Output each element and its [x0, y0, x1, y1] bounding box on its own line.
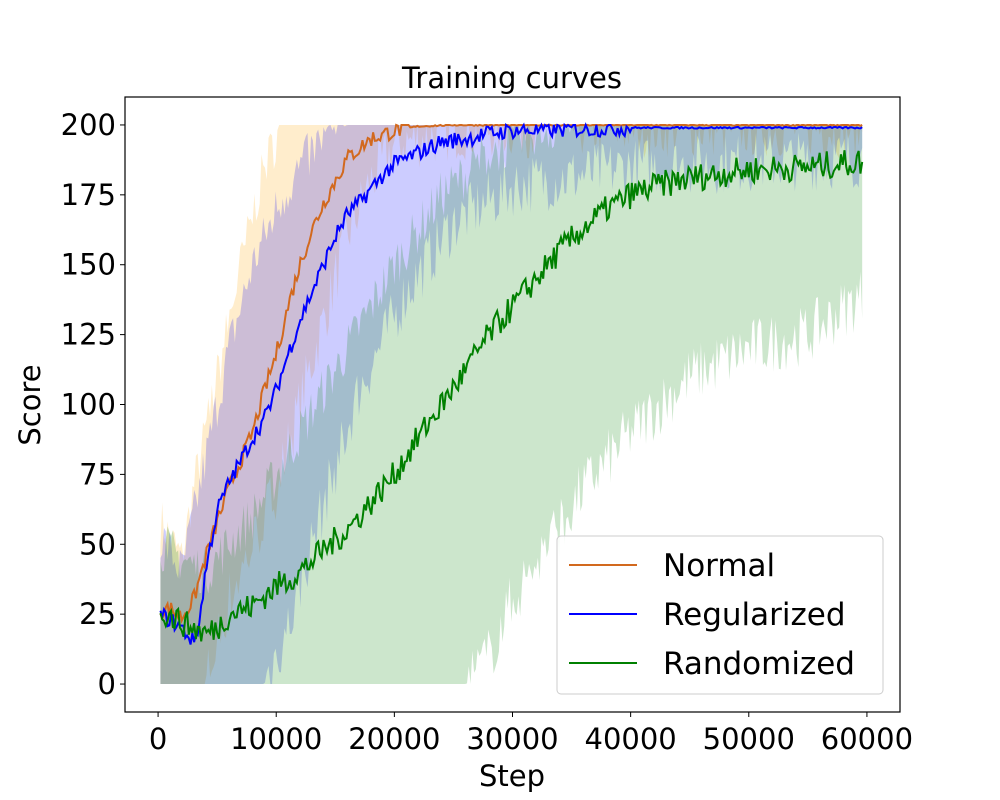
band-normal	[160, 124, 863, 685]
x-tick-label: 0	[149, 722, 167, 756]
y-tick-label: 25	[79, 597, 116, 631]
series-lines	[159, 122, 864, 645]
line-regularized	[159, 122, 863, 645]
y-tick-label: 100	[61, 388, 116, 422]
x-tick-label: 10000	[230, 722, 322, 756]
line-normal	[159, 123, 863, 624]
confidence-bands	[160, 124, 863, 685]
x-tick-label: 60000	[821, 722, 913, 756]
y-tick-label: 175	[61, 178, 116, 212]
y-axis-ticks: 0 25 50 75 100 125 150 175 200	[61, 108, 125, 701]
y-tick-label: 125	[61, 318, 116, 352]
x-tick-label: 50000	[703, 722, 795, 756]
x-tick-label: 20000	[348, 722, 440, 756]
line-randomized	[159, 150, 864, 642]
y-tick-label: 150	[61, 248, 116, 282]
y-tick-label: 200	[61, 108, 116, 142]
x-axis-ticks: 0 10000 20000 30000 40000 50000 60000	[149, 712, 913, 756]
y-tick-label: 50	[79, 527, 116, 561]
band-regularized	[160, 124, 863, 685]
legend-label-normal: Normal	[663, 548, 775, 584]
legend-label-regularized: Regularized	[663, 597, 846, 633]
legend-box	[556, 535, 884, 695]
x-tick-label: 30000	[466, 722, 558, 756]
y-axis-label: Score	[13, 364, 47, 445]
x-axis-label: Step	[479, 759, 545, 793]
band-randomized	[160, 124, 863, 685]
chart-title: Training curves	[401, 61, 622, 95]
legend: Normal Regularized Randomized	[556, 535, 884, 695]
legend-label-randomized: Randomized	[663, 646, 855, 682]
x-tick-label: 40000	[585, 722, 677, 756]
y-tick-label: 75	[79, 457, 116, 491]
y-tick-label: 0	[98, 667, 116, 701]
